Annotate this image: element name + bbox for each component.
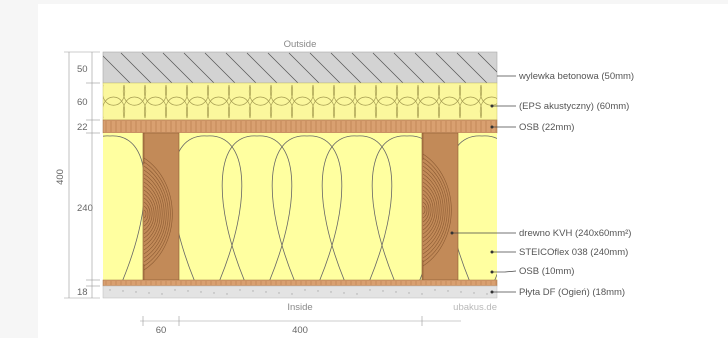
dim-240: 240 — [77, 203, 93, 214]
layer-eps — [102, 82, 498, 121]
leaders — [452, 75, 517, 293]
dim-beam-width: 60 — [156, 325, 167, 336]
label-osb-22: OSB (22mm) — [519, 122, 574, 133]
layer-osb-10 — [102, 279, 498, 287]
label-plasterboard: Płyta DF (Ogień) (18mm) — [519, 287, 625, 298]
label-kvh: drewno KVH (240x60mm²) — [519, 228, 631, 239]
layer-plasterboard — [102, 285, 498, 299]
watermark: ubakus.de — [453, 302, 497, 313]
left-dimensions — [64, 51, 100, 299]
label-osb-10: OSB (10mm) — [519, 266, 574, 277]
label-concrete: wylewka betonowa (50mm) — [518, 71, 634, 82]
dim-22: 22 — [77, 122, 88, 133]
label-steicoflex: STEICOflex 038 (240mm) — [519, 247, 628, 258]
layer-osb-22 — [102, 119, 498, 134]
layer-concrete — [102, 51, 498, 84]
dim-total: 400 — [55, 169, 66, 185]
beam-left — [142, 132, 180, 281]
beam-right — [421, 132, 459, 281]
label-eps: (EPS akustyczny) (60mm) — [519, 101, 629, 112]
dim-50: 50 — [77, 64, 88, 75]
leader-dots — [450, 104, 494, 294]
dim-spacing: 400 — [292, 325, 308, 336]
dim-18: 18 — [77, 287, 88, 298]
dim-60: 60 — [77, 97, 88, 108]
inside-label: Inside — [287, 302, 312, 313]
bottom-dimensions — [140, 316, 461, 326]
outside-label: Outside — [284, 39, 317, 50]
